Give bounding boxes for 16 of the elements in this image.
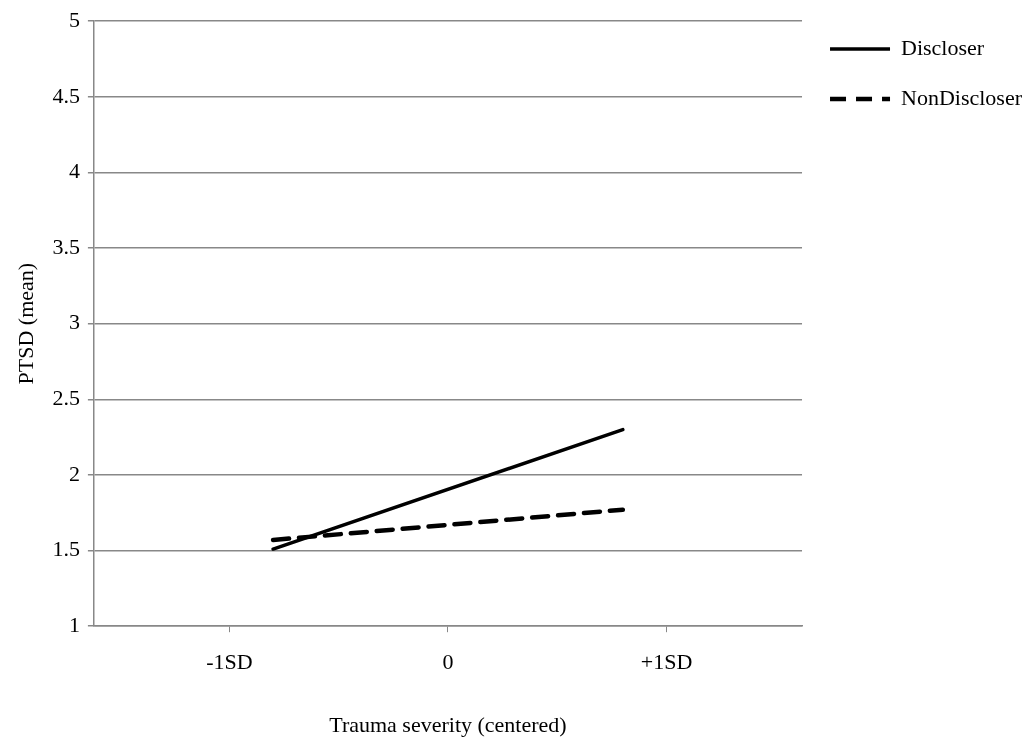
y-tick-label: 1 [68, 611, 80, 637]
y-tick-label: 3 [68, 309, 80, 335]
y-tick-label: 2.5 [52, 385, 80, 411]
y-tick-label: 4 [68, 158, 80, 184]
legend-label: Discloser [901, 34, 985, 60]
x-axis-title: Trauma severity (centered) [329, 711, 567, 737]
x-tick-label: +1SD [640, 649, 693, 675]
x-tick-label: 0 [442, 649, 454, 675]
x-tick-label: -1SD [206, 649, 253, 675]
y-tick-label: 4.5 [52, 82, 80, 108]
y-tick-label: 1.5 [52, 536, 80, 562]
legend-label: NonDiscloser [901, 84, 1023, 110]
y-tick-label: 5 [68, 6, 80, 32]
y-tick-label: 2 [68, 460, 80, 486]
y-axis-title: PTSD (mean) [12, 262, 38, 385]
y-tick-label: 3.5 [52, 233, 80, 259]
